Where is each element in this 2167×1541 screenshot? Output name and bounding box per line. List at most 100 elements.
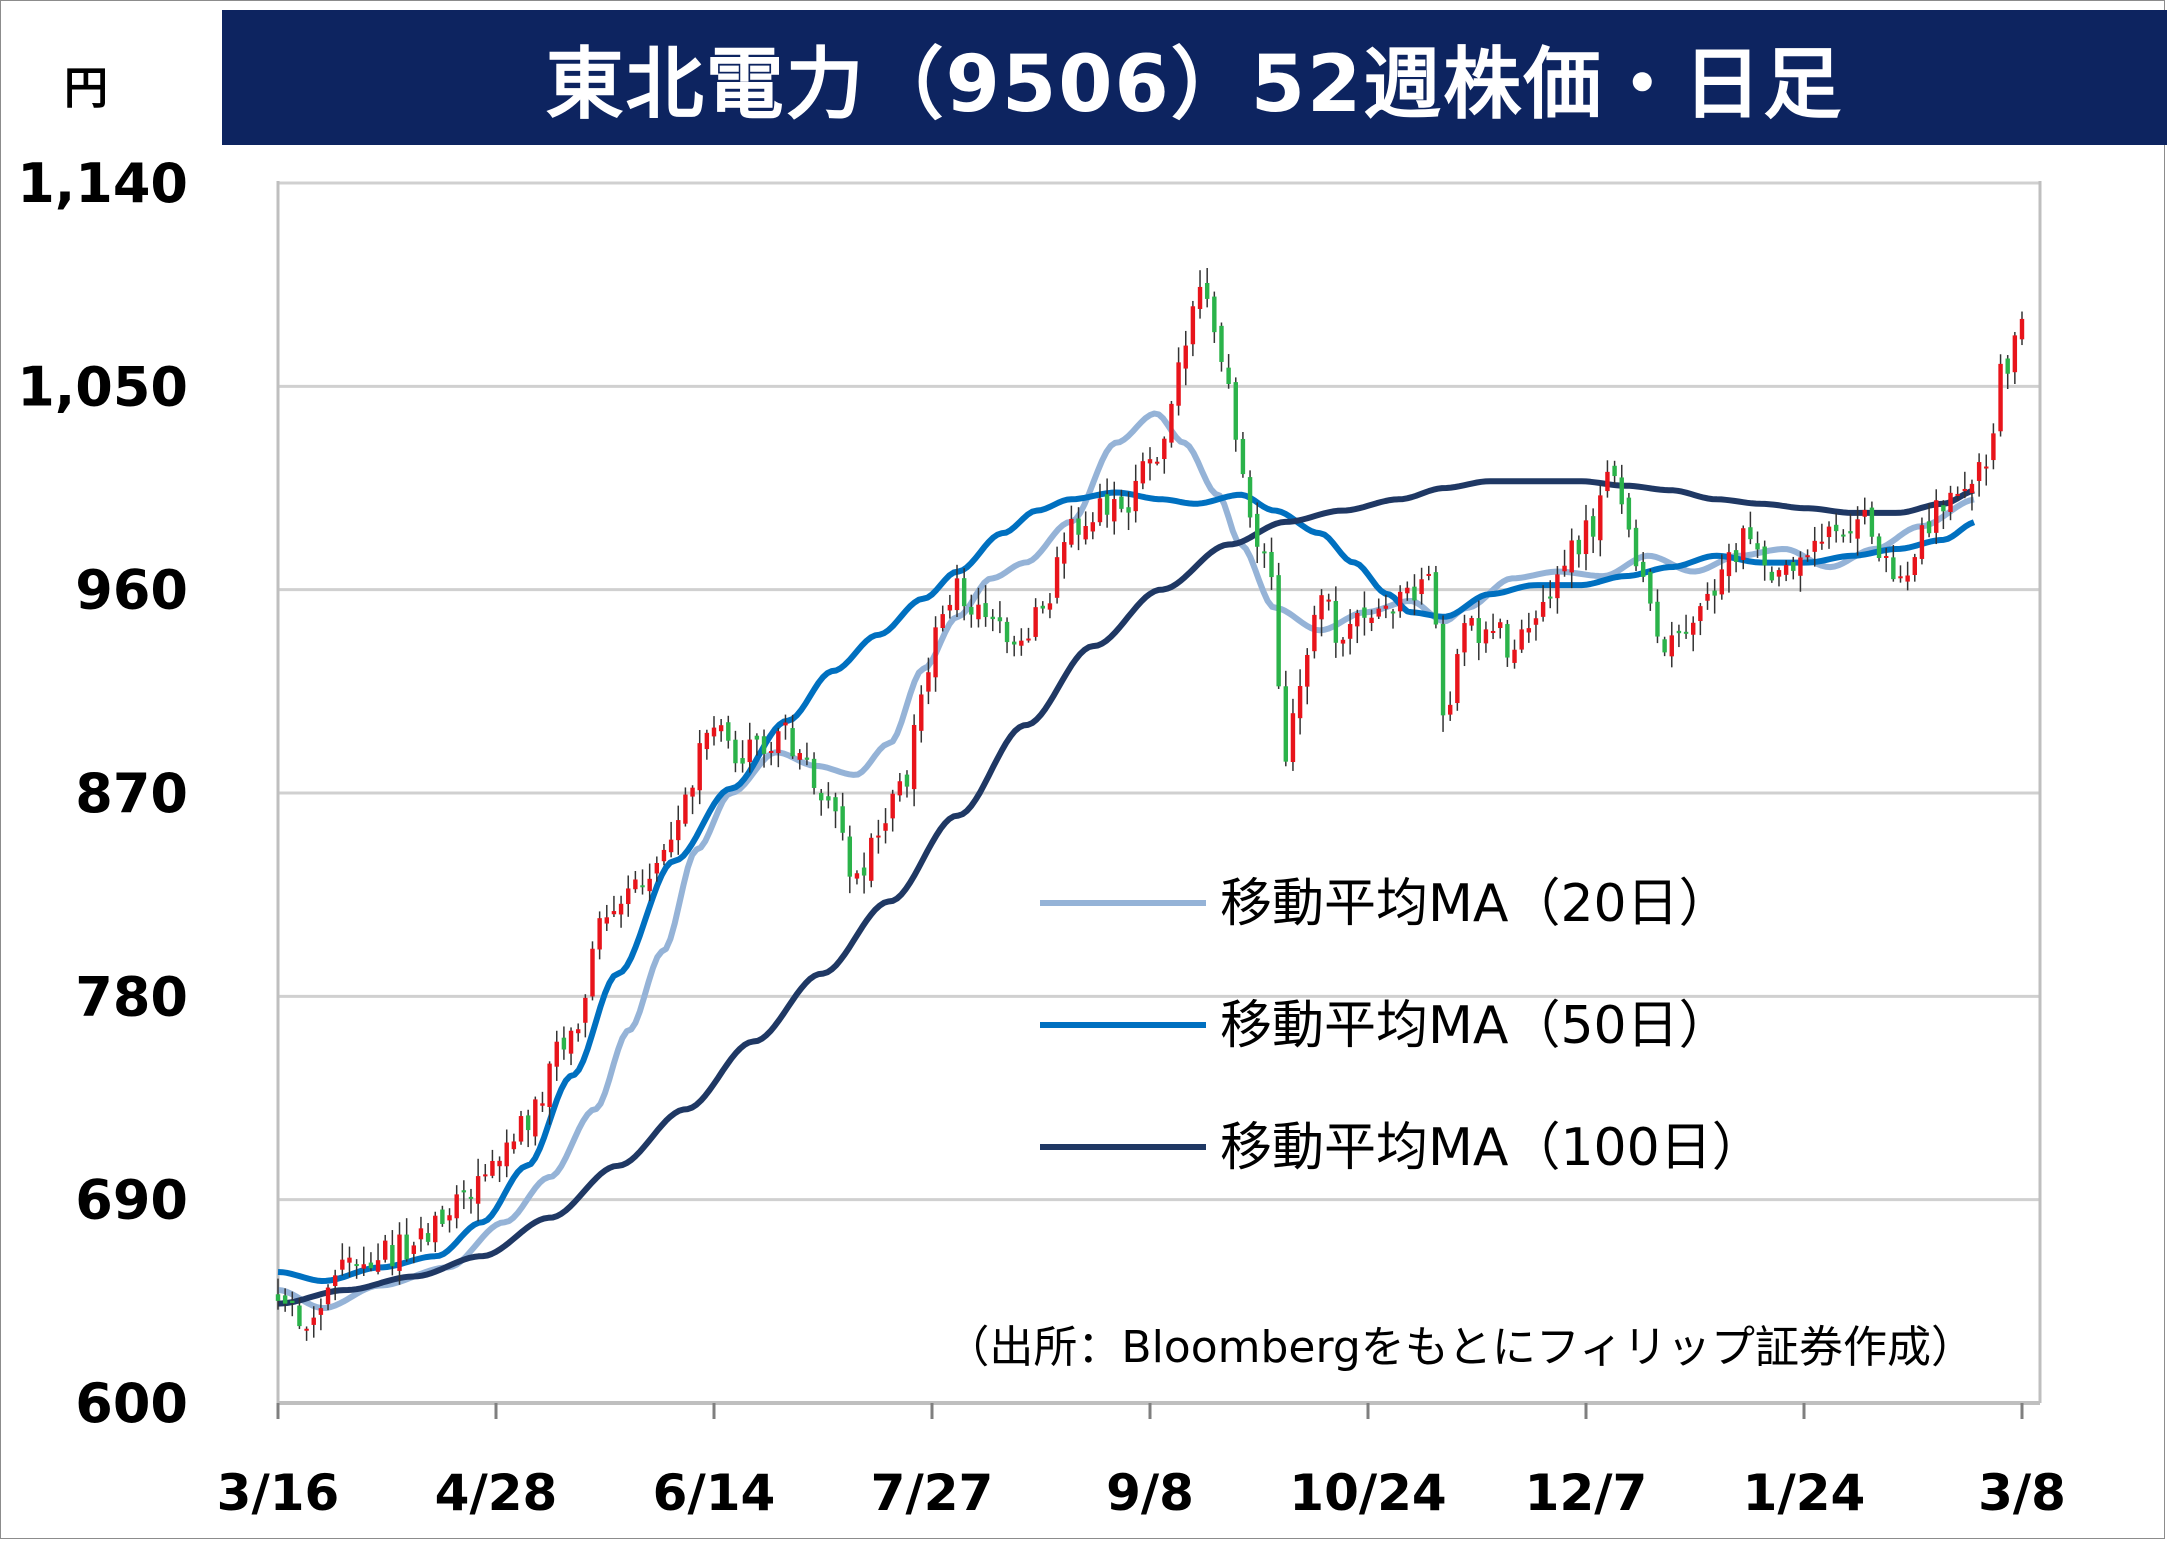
candle-body (2005, 358, 2010, 374)
candle-body (768, 751, 774, 754)
candle-body (1941, 505, 1946, 512)
x-tick-label: 4/28 (435, 1464, 558, 1522)
candle-body (1269, 551, 1274, 578)
candle-body (1876, 536, 1882, 559)
y-tick-label: 960 (75, 559, 188, 622)
candle-body (1683, 631, 1689, 634)
candle-body (1862, 509, 1867, 517)
candle-body (1062, 542, 1067, 564)
candle-body (1190, 306, 1196, 345)
candle-body (304, 1328, 309, 1331)
candle-body (533, 1099, 538, 1137)
candle-body (1376, 608, 1381, 617)
candle-body (440, 1209, 445, 1224)
candlesticks (275, 268, 2025, 1341)
candle-body (661, 849, 667, 862)
candle-body (1698, 606, 1703, 622)
candle-body (390, 1245, 395, 1267)
candle-body (1733, 550, 1739, 562)
candle-body (1969, 483, 1975, 494)
candle-body (1741, 528, 1746, 560)
candle-body (1433, 572, 1439, 625)
candle-body (1040, 605, 1045, 609)
candle-body (1104, 494, 1110, 515)
candle-body (1705, 593, 1710, 601)
candle-body (1212, 296, 1217, 333)
candle-body (1526, 628, 1532, 633)
candle-body (1440, 623, 1446, 716)
candle-body (904, 774, 910, 787)
candle-body (525, 1115, 531, 1131)
ma20-line (277, 410, 1975, 1311)
candle-body (626, 888, 631, 905)
candle-body (1219, 325, 1224, 362)
candle-body (926, 672, 931, 692)
y-tick-label: 1,140 (17, 152, 188, 215)
candle-body (997, 617, 1003, 622)
candle-body (1719, 569, 1725, 595)
candle-body (1083, 526, 1088, 540)
candle-body (1605, 471, 1610, 492)
y-tick-labels: 1,140 1,050 960 870 780 690 600 (17, 152, 188, 1435)
candle-body (1140, 461, 1146, 484)
candle-body (354, 1264, 359, 1267)
x-tick-labels: 3/16 4/28 6/14 7/27 9/8 10/24 12/7 1/24 3/8 (217, 1464, 2066, 1522)
candle-body (1912, 557, 1917, 576)
candle-body (819, 792, 824, 801)
candle-body (1833, 524, 1839, 532)
candle-body (1090, 522, 1096, 532)
candle-body (490, 1160, 495, 1176)
candle-body (1548, 596, 1553, 599)
candle-body (883, 823, 888, 831)
candle-body (483, 1174, 488, 1177)
candle-body (1619, 477, 1624, 505)
candle-body (1612, 465, 1617, 477)
candle-body (876, 835, 881, 838)
candle-body (1919, 525, 1925, 559)
candle-body (1276, 575, 1281, 687)
candle-body (1583, 520, 1589, 555)
candle-body (1798, 557, 1803, 576)
candle-body (897, 781, 903, 796)
candle-body (761, 736, 767, 754)
candle-body (1976, 462, 1982, 481)
candle-body (1841, 534, 1846, 537)
candle-body (447, 1215, 452, 1221)
axes (276, 181, 2042, 1419)
candle-body (1047, 603, 1053, 610)
candle-body (1119, 496, 1124, 509)
candle-body (1240, 438, 1246, 475)
candle-body (1791, 562, 1796, 571)
candle-body (1755, 543, 1760, 550)
ma50-line (277, 489, 1976, 1284)
candle-body (1926, 521, 1932, 534)
candle-body (1162, 438, 1167, 460)
candle-body (726, 722, 731, 741)
candle-body (1262, 551, 1267, 554)
candle-body (1154, 461, 1160, 464)
candle-body (368, 1262, 374, 1269)
y-tick-label: 690 (75, 1169, 188, 1232)
y-tick-label: 780 (75, 965, 188, 1028)
candle-body (1019, 640, 1024, 646)
candle-body (397, 1234, 402, 1271)
candle-body (1955, 493, 1960, 496)
candle-body (690, 787, 695, 797)
candle-body (1333, 600, 1339, 643)
candle-body (1762, 546, 1767, 566)
candle-body (1826, 526, 1832, 538)
candle-body (990, 616, 995, 620)
candle-body (890, 793, 895, 819)
candle-body (826, 796, 831, 801)
candle-body (590, 948, 595, 997)
candle-body (983, 603, 988, 618)
candle-body (1962, 488, 1968, 492)
candle-body (683, 794, 688, 824)
candle-body (1004, 621, 1010, 643)
candle-body (383, 1240, 388, 1260)
candle-body (847, 836, 853, 877)
candle-body (1011, 641, 1017, 645)
candle-body (411, 1245, 417, 1254)
candle-body (275, 1294, 281, 1301)
